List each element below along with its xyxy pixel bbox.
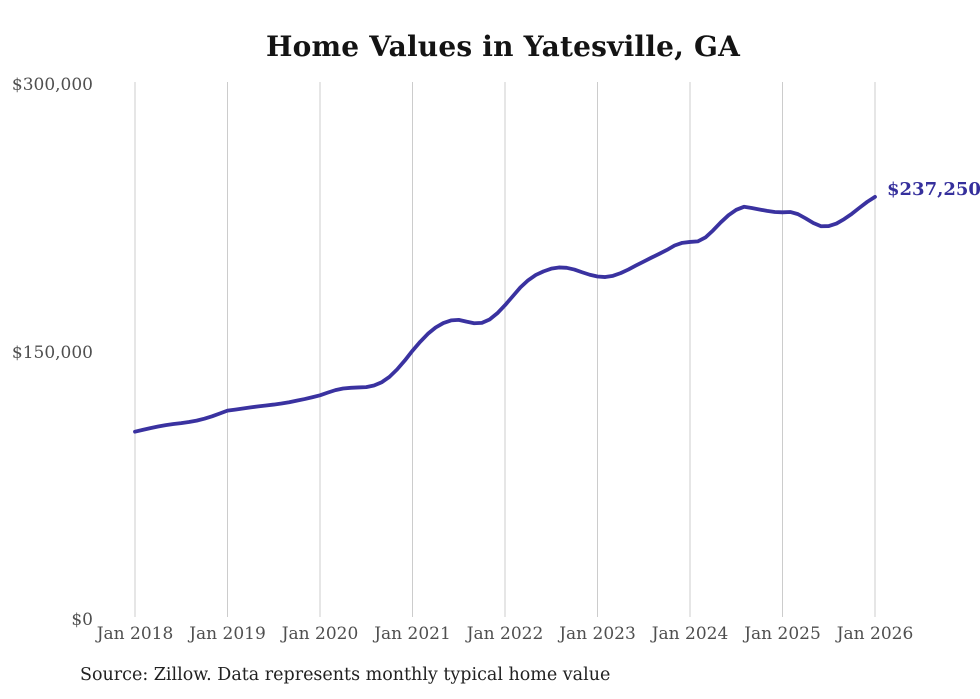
- x-tick-label: Jan 2021: [374, 624, 451, 644]
- x-tick-label: Jan 2020: [281, 624, 359, 644]
- x-tick-label: Jan 2025: [744, 624, 821, 644]
- home-value-line: [133, 195, 877, 434]
- source-note: Source: Zillow. Data represents monthly …: [80, 665, 611, 685]
- end-value-annotation: $237,250: [887, 179, 980, 200]
- x-tick-label: Jan 2022: [466, 624, 544, 644]
- x-tick-label: Jan 2023: [559, 624, 636, 644]
- x-tick-label: Jan 2024: [651, 624, 729, 644]
- y-tick-label: $0: [71, 610, 93, 630]
- chart-title: Home Values in Yatesville, GA: [265, 30, 741, 63]
- y-tick-label: $300,000: [11, 75, 93, 95]
- x-tick-label: Jan 2026: [836, 624, 914, 644]
- y-tick-label: $150,000: [11, 342, 93, 363]
- x-tick-label: Jan 2018: [96, 624, 174, 644]
- x-tick-label: Jan 2019: [189, 624, 266, 644]
